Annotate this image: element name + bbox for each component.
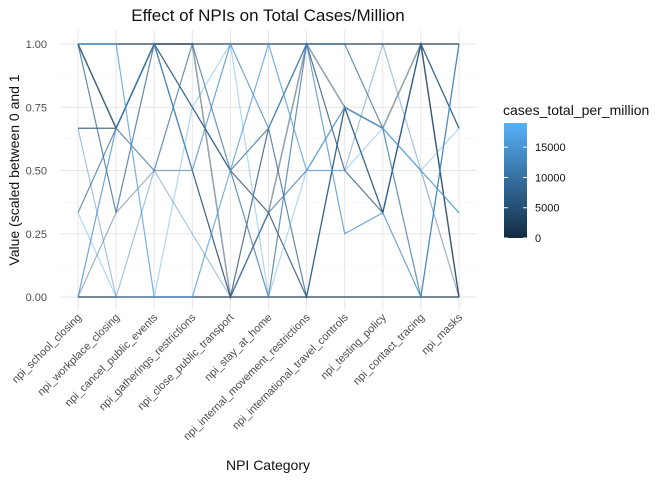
series-line — [77, 42, 460, 298]
legend-colorbar — [504, 123, 527, 238]
y-axis-ticks: 0.00 0.25 0.50 0.75 1.00 — [26, 39, 47, 304]
chart-title: Effect of NPIs on Total Cases/Million — [131, 6, 404, 25]
legend-title: cases_total_per_million — [503, 102, 649, 118]
color-legend: cases_total_per_million 0 5000 10000 15000 — [503, 102, 649, 245]
y-tick-label: 1.00 — [26, 39, 47, 51]
x-axis-ticks: npi_school_closingnpi_workplace_closingn… — [10, 311, 466, 443]
legend-tick-label: 15000 — [535, 142, 566, 154]
series-line — [77, 41, 460, 298]
y-tick-label: 0.50 — [26, 166, 47, 178]
legend-tick-label: 0 — [535, 233, 541, 245]
x-axis-title: NPI Category — [226, 457, 310, 473]
y-axis-title: Value (scaled between 0 and 1 — [6, 74, 22, 265]
legend-tick-label: 5000 — [535, 203, 559, 215]
x-tick-label: npi_contact_tracing — [351, 312, 427, 388]
legend-tick-label: 10000 — [535, 172, 566, 184]
y-tick-label: 0.75 — [26, 102, 47, 114]
x-tick-label: npi_testing_policy — [319, 311, 390, 382]
x-tick-label: npi_stay_at_home — [203, 312, 275, 384]
y-tick-label: 0.25 — [26, 229, 47, 241]
y-tick-label: 0.00 — [26, 292, 47, 304]
x-tick-label: npi_school_closing — [10, 312, 84, 386]
series-line — [77, 42, 460, 300]
x-tick-label: npi_masks — [419, 311, 465, 357]
series-line — [78, 41, 460, 298]
legend-ticks: 0 5000 10000 15000 — [504, 142, 566, 245]
series-lines — [77, 41, 460, 300]
